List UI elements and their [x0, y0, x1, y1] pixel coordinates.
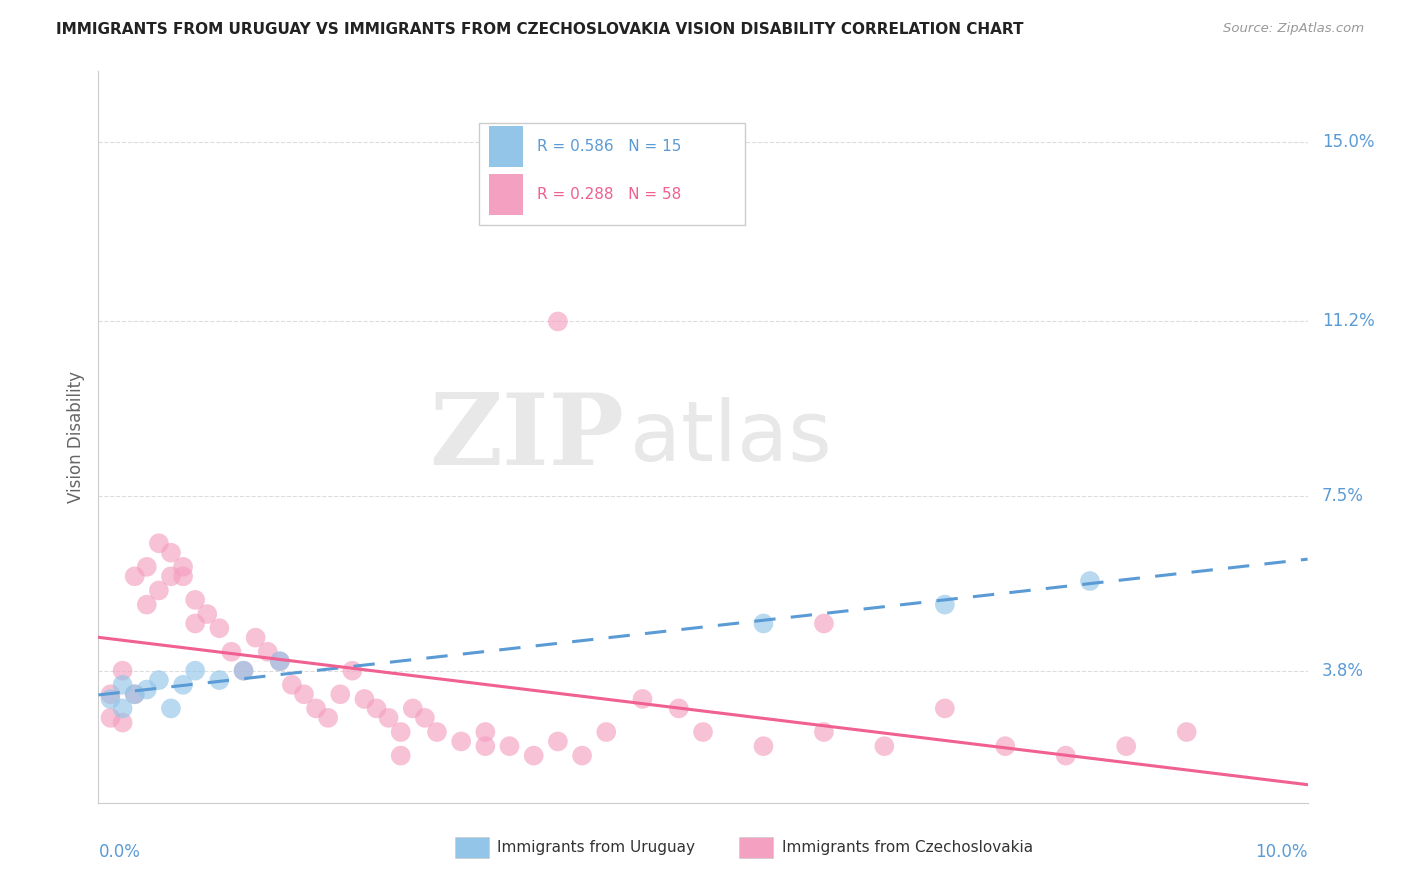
Point [1175, 725, 1198, 739]
Y-axis label: Vision Disability: Vision Disability [66, 371, 84, 503]
Point [342, 664, 364, 678]
Point [498, 739, 520, 754]
Text: 7.5%: 7.5% [1322, 487, 1364, 505]
Point [160, 569, 183, 583]
Text: Immigrants from Czechoslovakia: Immigrants from Czechoslovakia [782, 840, 1033, 855]
Point [668, 701, 690, 715]
Point [377, 711, 399, 725]
Point [124, 687, 146, 701]
Point [100, 711, 122, 725]
Point [994, 739, 1017, 754]
Point [172, 569, 194, 583]
Point [111, 715, 134, 730]
Point [100, 687, 122, 701]
Point [523, 748, 546, 763]
Point [111, 701, 134, 715]
Text: 3.8%: 3.8% [1322, 662, 1364, 680]
FancyBboxPatch shape [479, 122, 745, 225]
Point [135, 682, 157, 697]
Point [813, 725, 835, 739]
Point [752, 739, 775, 754]
Point [160, 701, 183, 715]
Point [934, 598, 956, 612]
Text: 10.0%: 10.0% [1256, 843, 1308, 861]
Point [148, 583, 170, 598]
Bar [740, 838, 773, 858]
Point [631, 692, 654, 706]
Point [269, 654, 291, 668]
Point [148, 536, 170, 550]
Point [281, 678, 304, 692]
Point [135, 559, 157, 574]
Point [221, 645, 243, 659]
Point [232, 664, 254, 678]
Point [450, 734, 472, 748]
Point [184, 616, 207, 631]
Text: Source: ZipAtlas.com: Source: ZipAtlas.com [1223, 22, 1364, 36]
Point [1078, 574, 1101, 588]
Point [172, 678, 194, 692]
Point [184, 593, 207, 607]
Point [208, 673, 231, 687]
Point [256, 645, 278, 659]
Point [1054, 748, 1077, 763]
Point [269, 654, 291, 668]
Text: ZIP: ZIP [429, 389, 624, 485]
Text: Immigrants from Uruguay: Immigrants from Uruguay [498, 840, 696, 855]
Point [195, 607, 218, 621]
Point [366, 701, 388, 715]
Point [474, 739, 496, 754]
Point [208, 621, 231, 635]
Point [184, 664, 207, 678]
Point [873, 739, 896, 754]
Point [160, 546, 183, 560]
Text: 11.2%: 11.2% [1322, 312, 1375, 330]
Point [148, 673, 170, 687]
Point [245, 631, 267, 645]
Point [934, 701, 956, 715]
Point [1115, 739, 1137, 754]
Point [752, 616, 775, 631]
Point [571, 748, 593, 763]
Text: 0.0%: 0.0% [98, 843, 141, 861]
Point [547, 734, 569, 748]
Text: atlas: atlas [630, 397, 832, 477]
Bar [489, 127, 523, 167]
Point [292, 687, 315, 701]
Point [100, 692, 122, 706]
Point [111, 664, 134, 678]
Point [474, 725, 496, 739]
Text: R = 0.288   N = 58: R = 0.288 N = 58 [537, 187, 682, 202]
Point [111, 678, 134, 692]
Bar [489, 175, 523, 215]
Point [329, 687, 352, 701]
Point [389, 725, 412, 739]
Point [232, 664, 254, 678]
Point [402, 701, 425, 715]
Point [413, 711, 436, 725]
Point [172, 559, 194, 574]
Point [547, 314, 569, 328]
Point [813, 616, 835, 631]
Point [305, 701, 328, 715]
Text: R = 0.586   N = 15: R = 0.586 N = 15 [537, 139, 682, 154]
Point [595, 725, 617, 739]
Text: IMMIGRANTS FROM URUGUAY VS IMMIGRANTS FROM CZECHOSLOVAKIA VISION DISABILITY CORR: IMMIGRANTS FROM URUGUAY VS IMMIGRANTS FR… [56, 22, 1024, 37]
Point [124, 569, 146, 583]
Point [316, 711, 339, 725]
Point [692, 725, 714, 739]
Point [426, 725, 449, 739]
Point [389, 748, 412, 763]
Point [353, 692, 375, 706]
Point [135, 598, 157, 612]
Point [124, 687, 146, 701]
Text: 15.0%: 15.0% [1322, 133, 1375, 151]
Bar [456, 838, 489, 858]
